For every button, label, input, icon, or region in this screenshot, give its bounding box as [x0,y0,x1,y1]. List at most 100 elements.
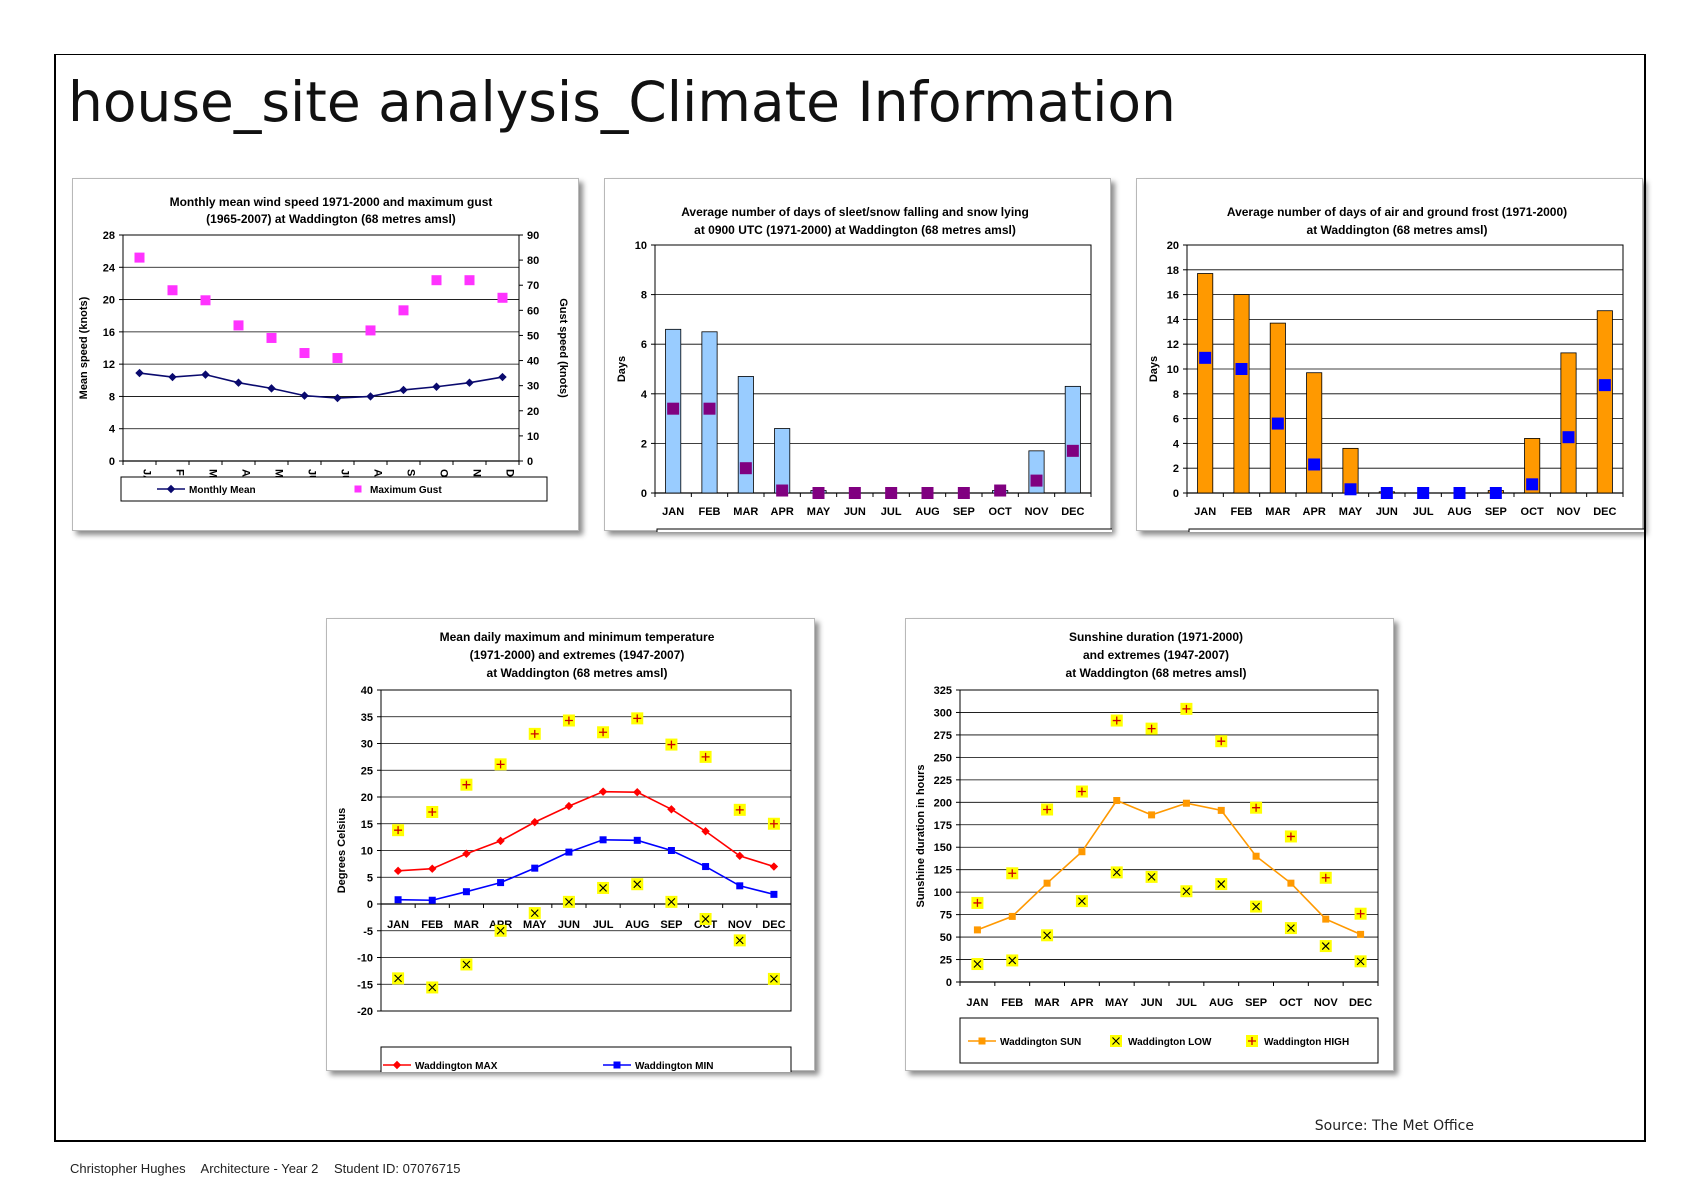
snow-x-label-feb: FEB [699,506,721,518]
sun-point-waddington-sun-oct [1287,879,1295,887]
sun-marker-waddington-high-apr [1075,785,1088,798]
snow-marker-snow-lying-at-0900-utc-may [812,487,825,499]
sun-marker-waddington-low-feb-glyph [1008,956,1017,965]
sun-y-tick-label: 75 [940,910,952,922]
frost-marker-air-frost-sep [1489,487,1502,499]
sun-marker-waddington-low-sep [1250,900,1263,913]
sunshine-chart-panel: Sunshine duration (1971-2000) and extreme… [905,618,1394,1071]
wind-legend-item-maximum-gust-marker [354,485,362,493]
frost-legend: Ground frostAir frost [1188,528,1644,532]
temp-marker-waddington-extreme-min-jan [392,972,405,985]
sun-legend-item-waddington-low-marker-glyph [1112,1037,1120,1045]
temp-marker-waddington-extreme-min-aug-glyph [633,880,642,889]
sun-marker-waddington-low-jan-glyph [973,960,982,968]
temp-y-tick-label: -5 [363,926,373,938]
temp-point-waddington-min-jul [599,836,607,844]
wind-marker-maximum-gust-jan [134,252,145,263]
snow-chart-panel: Average number of days of sleet/snow fal… [604,178,1112,532]
temp-y-tick-label: 40 [361,685,373,697]
snow-y-tick-label: 0 [641,488,647,500]
frost-x-label-sep: SEP [1485,506,1507,518]
frost-x-label-jun: JUN [1376,506,1398,518]
sun-legend-item-waddington-high-marker-glyph [1248,1037,1256,1045]
wind-title-line-2: (1965-2007) at Waddington (68 metres ams… [206,212,456,226]
sun-series-waddington-sun [973,797,1365,938]
temp-legend-box [380,1046,792,1072]
wind-marker-maximum-gust-jul [332,353,343,364]
temp-marker-waddington-extreme-min-nov-glyph [735,936,744,945]
wind-marker-maximum-gust-aug [365,325,376,336]
wind-y2-tick-label: 70 [527,280,539,292]
wind-legend-item-monthly-mean-marker [166,484,176,494]
sun-legend-item-waddington-sun-marker [978,1037,986,1045]
temp-x-label-nov: NOV [728,919,753,931]
snow-marker-snow-lying-at-0900-utc-feb [703,402,716,415]
sun-point-waddington-sun-may [1113,797,1121,805]
temp-y-tick-label: -20 [357,1006,373,1018]
frost-x-label-nov: NOV [1557,506,1582,518]
frost-chart-panel: Average number of days of air and ground… [1136,178,1644,532]
wind-series-maximum-gust [134,252,508,364]
frost-y-tick-label: 18 [1167,265,1179,277]
frost-title-line-1: Average number of days of air and ground… [1227,205,1567,219]
temp-marker-waddington-extreme-min-oct-glyph [701,915,710,923]
snow-marker-snow-lying-at-0900-utc-jan [667,402,680,415]
frost-marker-air-frost-jul [1417,487,1430,499]
temp-point-waddington-min-nov [736,882,744,890]
temp-y-tick-label: 10 [361,846,373,858]
frost-bar-dec [1596,310,1613,494]
snow-y-tick-label: 10 [635,240,647,252]
wind-point-monthly-mean-sep [399,385,408,395]
temp-marker-waddington-extreme-min-may [528,907,541,920]
wind-y-tick-label: 16 [103,327,115,339]
temp-marker-waddington-extreme-max-feb-glyph [428,807,437,816]
temp-point-waddington-max-aug [633,787,642,797]
sun-marker-waddington-high-aug [1215,735,1228,748]
temp-marker-waddington-extreme-min-oct [699,912,712,925]
sun-x-label-aug: AUG [1209,997,1233,1009]
sun-marker-waddington-low-may-glyph [1112,868,1121,877]
temp-marker-waddington-extreme-max-mar-glyph [462,780,471,789]
temp-marker-waddington-extreme-max-jul [597,726,610,739]
footer-student-id: Student ID: 07076715 [333,1161,461,1176]
frost-x-label-may: MAY [1339,506,1363,518]
sun-x-label-jan: JAN [966,997,988,1009]
sun-marker-waddington-high-jul [1180,702,1193,715]
sun-marker-waddington-high-aug-glyph [1217,737,1226,746]
frost-x-label-aug: AUG [1447,506,1471,518]
sun-marker-waddington-high-jan [971,896,984,909]
sun-title-line-3: at Waddington (68 metres amsl) [1066,666,1247,680]
sun-marker-waddington-high-mar-glyph [1043,805,1052,814]
wind-y-axis: 0 4 8 12 16 20 24 28 [103,230,519,468]
temperature-chart: Mean daily maximum and minimum temperatu… [336,630,792,1072]
temp-marker-waddington-extreme-max-mar [460,778,473,791]
temp-x-label-jun: JUN [558,919,580,931]
wind-plot-border [122,234,520,462]
wind-marker-maximum-gust-mar [200,295,211,306]
sun-x-label-may: MAY [1105,997,1129,1009]
temp-y-tick-label: 5 [367,872,373,884]
temp-x-label-may: MAY [523,919,547,931]
sun-marker-waddington-high-nov [1319,871,1332,884]
temp-point-waddington-max-mar [462,849,471,858]
sun-marker-waddington-high-jun-glyph [1147,724,1156,733]
snow-y-tick-label: 6 [641,339,647,351]
sun-marker-waddington-low-jul-glyph [1182,887,1191,896]
frost-x-label-jul: JUL [1413,506,1434,518]
frost-bar-apr [1306,372,1323,494]
temp-marker-waddington-extreme-max-may-glyph [530,729,539,738]
sun-x-label-mar: MAR [1035,997,1060,1009]
sun-y-tick-label: 150 [934,842,952,854]
wind-legend: Monthly Mean Maximum Gust [120,476,548,502]
sun-x-label-nov: NOV [1314,997,1339,1009]
sun-marker-waddington-high-sep [1250,801,1263,814]
frost-title-line-2: at Waddington (68 metres amsl) [1307,223,1488,237]
temp-series-waddington-min [394,836,778,904]
sun-y-axis-title: Sunshine duration in hours [915,765,927,908]
wind-point-monthly-mean-jan [135,368,144,378]
snow-marker-snow-lying-at-0900-utc-jul [885,487,898,499]
frost-marker-air-frost-jun [1380,487,1393,499]
wind-point-monthly-mean-apr [234,378,243,387]
footer-course: Architecture - Year 2 [200,1161,319,1176]
sun-marker-waddington-low-nov-glyph [1321,942,1330,950]
